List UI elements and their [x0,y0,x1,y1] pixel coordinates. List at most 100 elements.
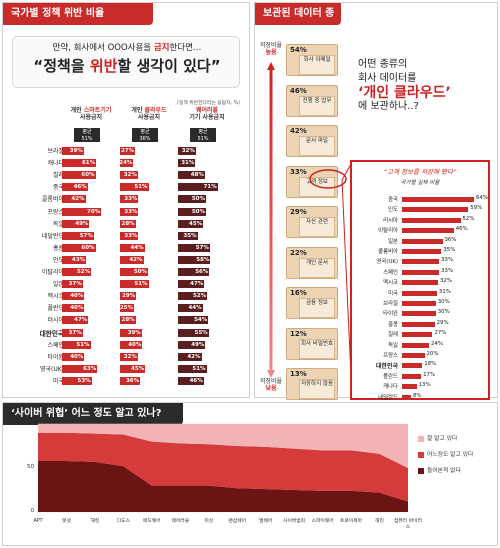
violation-bar [120,195,139,204]
country-label: 폴란드 [47,305,64,313]
customer-info-value: 30% [437,299,450,305]
column-header: 개인 스마트기기 사용금지 [60,107,122,121]
headline-box: 만약, 회사에서 OOO사용을 금지한다면… “정책을 위반할 생각이 있다” [12,36,240,88]
country-label: 프랑스 [47,208,64,216]
violation-bar [120,159,134,168]
violation-bar [62,292,85,301]
violation-bar [178,255,211,264]
folder-percent: 22% [290,248,307,257]
column-header-line2: 사용금지 [137,114,161,121]
violation-bar-value: 71% [203,184,217,191]
country-label: 콜롬비아 [41,196,64,204]
x-tick-label: 봇넷 [62,519,71,524]
violation-bar-value: 31% [181,160,195,167]
data-folder: 13% 저장하지 않음 [286,368,338,400]
country-label: 네덜란드 [41,232,64,240]
violation-bar [120,268,148,276]
violation-bar [120,376,141,385]
column-header-prefix: 개인 [70,107,84,114]
legend-label: 어느정도 알고 있다 [427,452,474,458]
legend-label: 들어본적 없다 [427,468,461,474]
customer-info-value: 32% [440,278,452,285]
violation-bar-value: 42% [187,353,201,360]
legend-item: 들어본적 없다 [418,465,498,474]
customer-info-bar [402,311,436,317]
violation-bar-value: 40% [70,293,84,300]
folder-label: 고객 정보 [306,178,328,185]
violation-bar-value: 46% [73,184,87,191]
country-label: 일본 [52,281,64,289]
customer-info-value: 35% [443,247,456,253]
customer-info-bar [402,238,443,244]
customer-info-value: 29% [436,319,449,326]
column-header-line2: 사용금지 [79,114,103,121]
violation-bar [178,171,205,180]
violation-bar-value: 28% [121,220,135,227]
folder-percent: 29% [290,208,307,216]
violation-bar [62,207,102,216]
violation-bar [178,195,206,204]
right-panel-title: 보관된 데이터 종류 [255,3,341,41]
violation-bar-value: 54% [194,317,208,324]
column-header-line1: 웨어러블 [176,107,238,114]
violation-bar-value: 47% [190,281,204,288]
country-label: 프랑스 [383,353,398,359]
x-tick-label: 해킹 [375,519,384,524]
country-label: 스페인 [383,269,398,276]
data-folder: 54% 회사 이메일 [286,44,338,76]
country-label: 러시아 [383,217,398,224]
country-label: 타이완 [47,353,64,361]
customer-info-value: 59% [470,205,483,212]
unit-note: (정책 위반한다라는 응답자, %) [177,101,240,106]
violation-bar-value: 40% [128,341,142,348]
customer-info-value: 33% [441,267,454,274]
folder-label: 진행 중 업무 [302,97,332,104]
country-label: 중국 [388,197,398,203]
average-label: 평균 [140,129,150,135]
average-tag: 평균 51% [74,128,100,142]
column-header: 웨어러블 기기 사용금지 [176,107,238,121]
country-label: 브라질 [383,301,398,307]
folder-paper [299,257,335,278]
violation-bar [62,219,90,228]
violation-bar-value: 52% [192,293,207,300]
column-header-highlight: 스마트기기 [83,107,112,114]
y-tick-label: 0 [30,508,35,514]
left-panel-title: 국가별 정책 위반 비율 [3,3,153,25]
violation-bar [120,328,142,337]
folder-paper [299,136,335,156]
country-label: 독일 [52,220,64,228]
country-label: 독일 [388,342,398,349]
violation-bar [178,183,218,192]
violation-bar [62,159,97,168]
customer-info-value: 18% [424,361,437,368]
violation-bar-value: 49% [191,341,205,348]
violation-bar [62,364,98,373]
x-tick-label: 멀웨어 [259,519,273,524]
folder-paper [299,55,335,75]
customer-info-subtitle: 국가별 실제 비율 [400,180,440,186]
customer-info-bar [402,249,442,254]
customer-info-value: 30% [437,309,450,316]
country-label: 중국 [52,184,64,192]
violation-bar [120,207,139,216]
folder-label: 금융 정보 [306,300,328,306]
customer-info-value: 24% [431,340,443,347]
violation-bar-value: 57% [79,232,93,239]
violation-bar-value: 53% [77,377,91,384]
violation-bar [178,231,198,240]
country-label: 인도 [388,207,398,214]
folder-paper [299,217,335,237]
customer-info-bar [402,384,417,390]
violation-bar-value: 40% [70,305,84,312]
violation-bar-value: 32% [123,353,137,360]
violation-bar-value: 51% [134,184,148,191]
violation-bar-value: 51% [134,281,148,288]
customer-info-bar [402,197,474,202]
violation-bar-value: 39% [69,148,83,154]
violation-bar-value: 50% [133,269,147,275]
violation-bar [120,340,143,349]
customer-info-bar [402,394,411,400]
violation-bar [120,243,145,252]
violation-bar [62,147,84,155]
